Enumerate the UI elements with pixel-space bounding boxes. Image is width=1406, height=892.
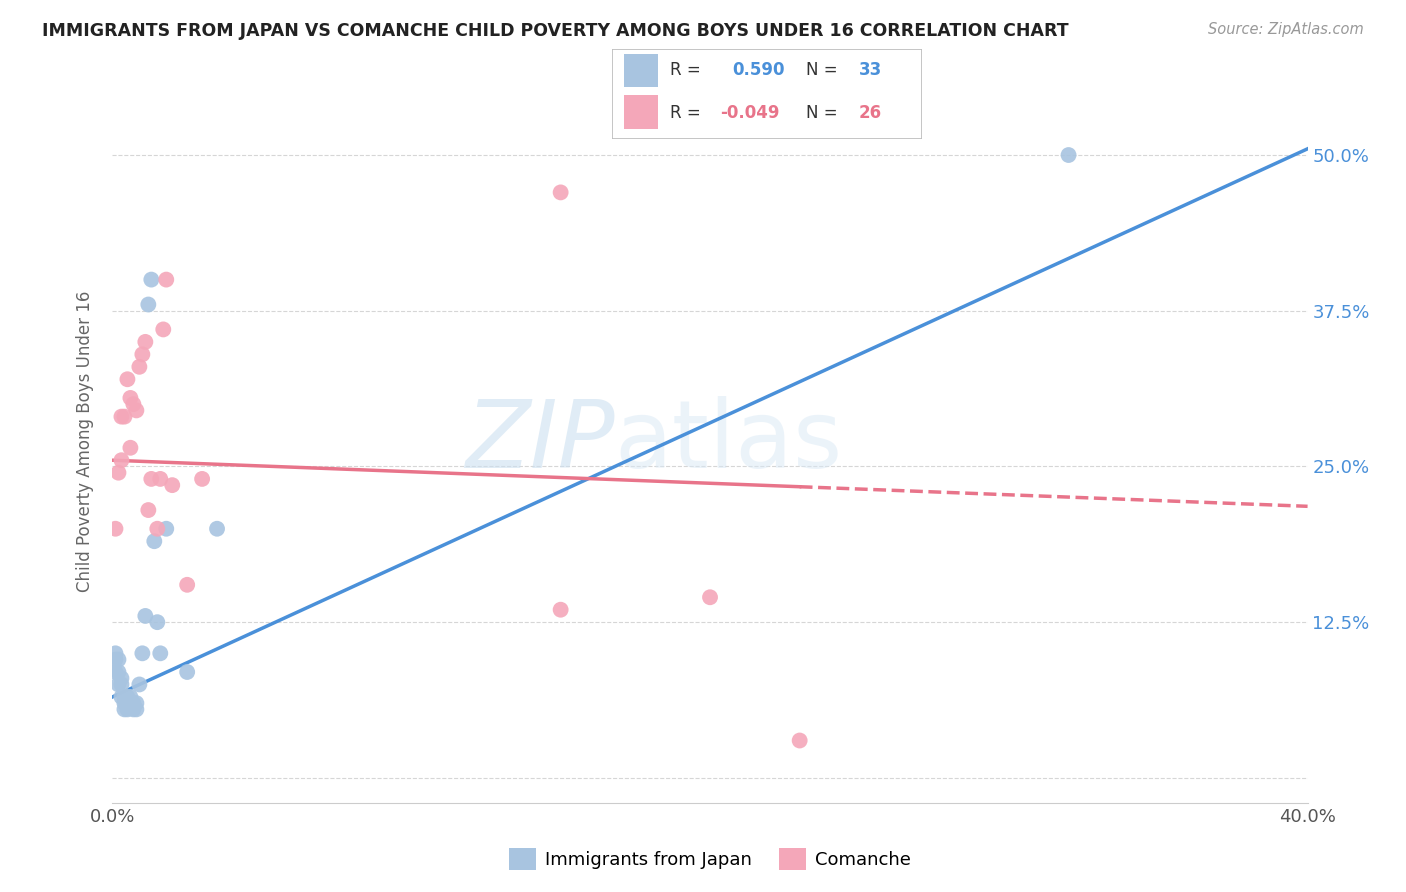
Text: Source: ZipAtlas.com: Source: ZipAtlas.com	[1208, 22, 1364, 37]
Text: R =: R =	[671, 104, 706, 122]
Point	[117, 696, 139, 710]
Point	[122, 397, 145, 411]
Point	[107, 665, 129, 679]
Point	[146, 615, 169, 630]
Point	[138, 503, 160, 517]
Point	[107, 466, 129, 480]
Point	[122, 702, 145, 716]
Point	[149, 646, 172, 660]
Text: -0.049: -0.049	[720, 104, 779, 122]
Text: N =: N =	[807, 104, 844, 122]
Point	[143, 534, 166, 549]
Point	[1057, 148, 1080, 162]
Point	[114, 702, 135, 716]
Bar	[624, 54, 658, 87]
Point	[125, 403, 148, 417]
Point	[104, 646, 127, 660]
Point	[125, 702, 148, 716]
Point	[110, 690, 132, 704]
Point	[125, 696, 148, 710]
Text: N =: N =	[807, 62, 844, 79]
Point	[191, 472, 214, 486]
Point	[120, 690, 142, 704]
Point	[550, 186, 572, 200]
Point	[114, 696, 135, 710]
Point	[110, 453, 132, 467]
Text: atlas: atlas	[614, 395, 842, 488]
Point	[104, 665, 127, 679]
Point	[128, 677, 150, 691]
Point	[162, 478, 183, 492]
Point	[138, 297, 160, 311]
Legend: Immigrants from Japan, Comanche: Immigrants from Japan, Comanche	[502, 840, 918, 877]
Point	[699, 591, 721, 605]
Point	[131, 646, 153, 660]
Point	[141, 472, 163, 486]
Point	[117, 690, 139, 704]
Point	[104, 652, 127, 666]
Point	[131, 347, 153, 361]
Point	[110, 677, 132, 691]
Point	[104, 522, 127, 536]
Point	[146, 522, 169, 536]
Text: ZIP: ZIP	[465, 396, 614, 487]
Text: IMMIGRANTS FROM JAPAN VS COMANCHE CHILD POVERTY AMONG BOYS UNDER 16 CORRELATION : IMMIGRANTS FROM JAPAN VS COMANCHE CHILD …	[42, 22, 1069, 40]
Point	[155, 272, 177, 286]
Text: R =: R =	[671, 62, 711, 79]
Point	[141, 272, 163, 286]
Point	[107, 652, 129, 666]
Point	[789, 733, 811, 747]
Point	[117, 372, 139, 386]
Point	[128, 359, 150, 374]
Point	[149, 472, 172, 486]
Point	[114, 690, 135, 704]
Point	[176, 578, 198, 592]
Point	[117, 702, 139, 716]
Point	[120, 696, 142, 710]
Bar	[624, 95, 658, 129]
Point	[134, 334, 156, 349]
Point	[120, 441, 142, 455]
Point	[110, 409, 132, 424]
Point	[155, 522, 177, 536]
Point	[176, 665, 198, 679]
Point	[550, 603, 572, 617]
Text: 0.590: 0.590	[733, 62, 785, 79]
Point	[205, 522, 228, 536]
Y-axis label: Child Poverty Among Boys Under 16: Child Poverty Among Boys Under 16	[76, 291, 94, 592]
Text: 33: 33	[859, 62, 883, 79]
Point	[120, 391, 142, 405]
Point	[134, 609, 156, 624]
Point	[114, 409, 135, 424]
Point	[122, 696, 145, 710]
Point	[152, 322, 174, 336]
Point	[107, 677, 129, 691]
Text: 26: 26	[859, 104, 882, 122]
Point	[110, 671, 132, 685]
